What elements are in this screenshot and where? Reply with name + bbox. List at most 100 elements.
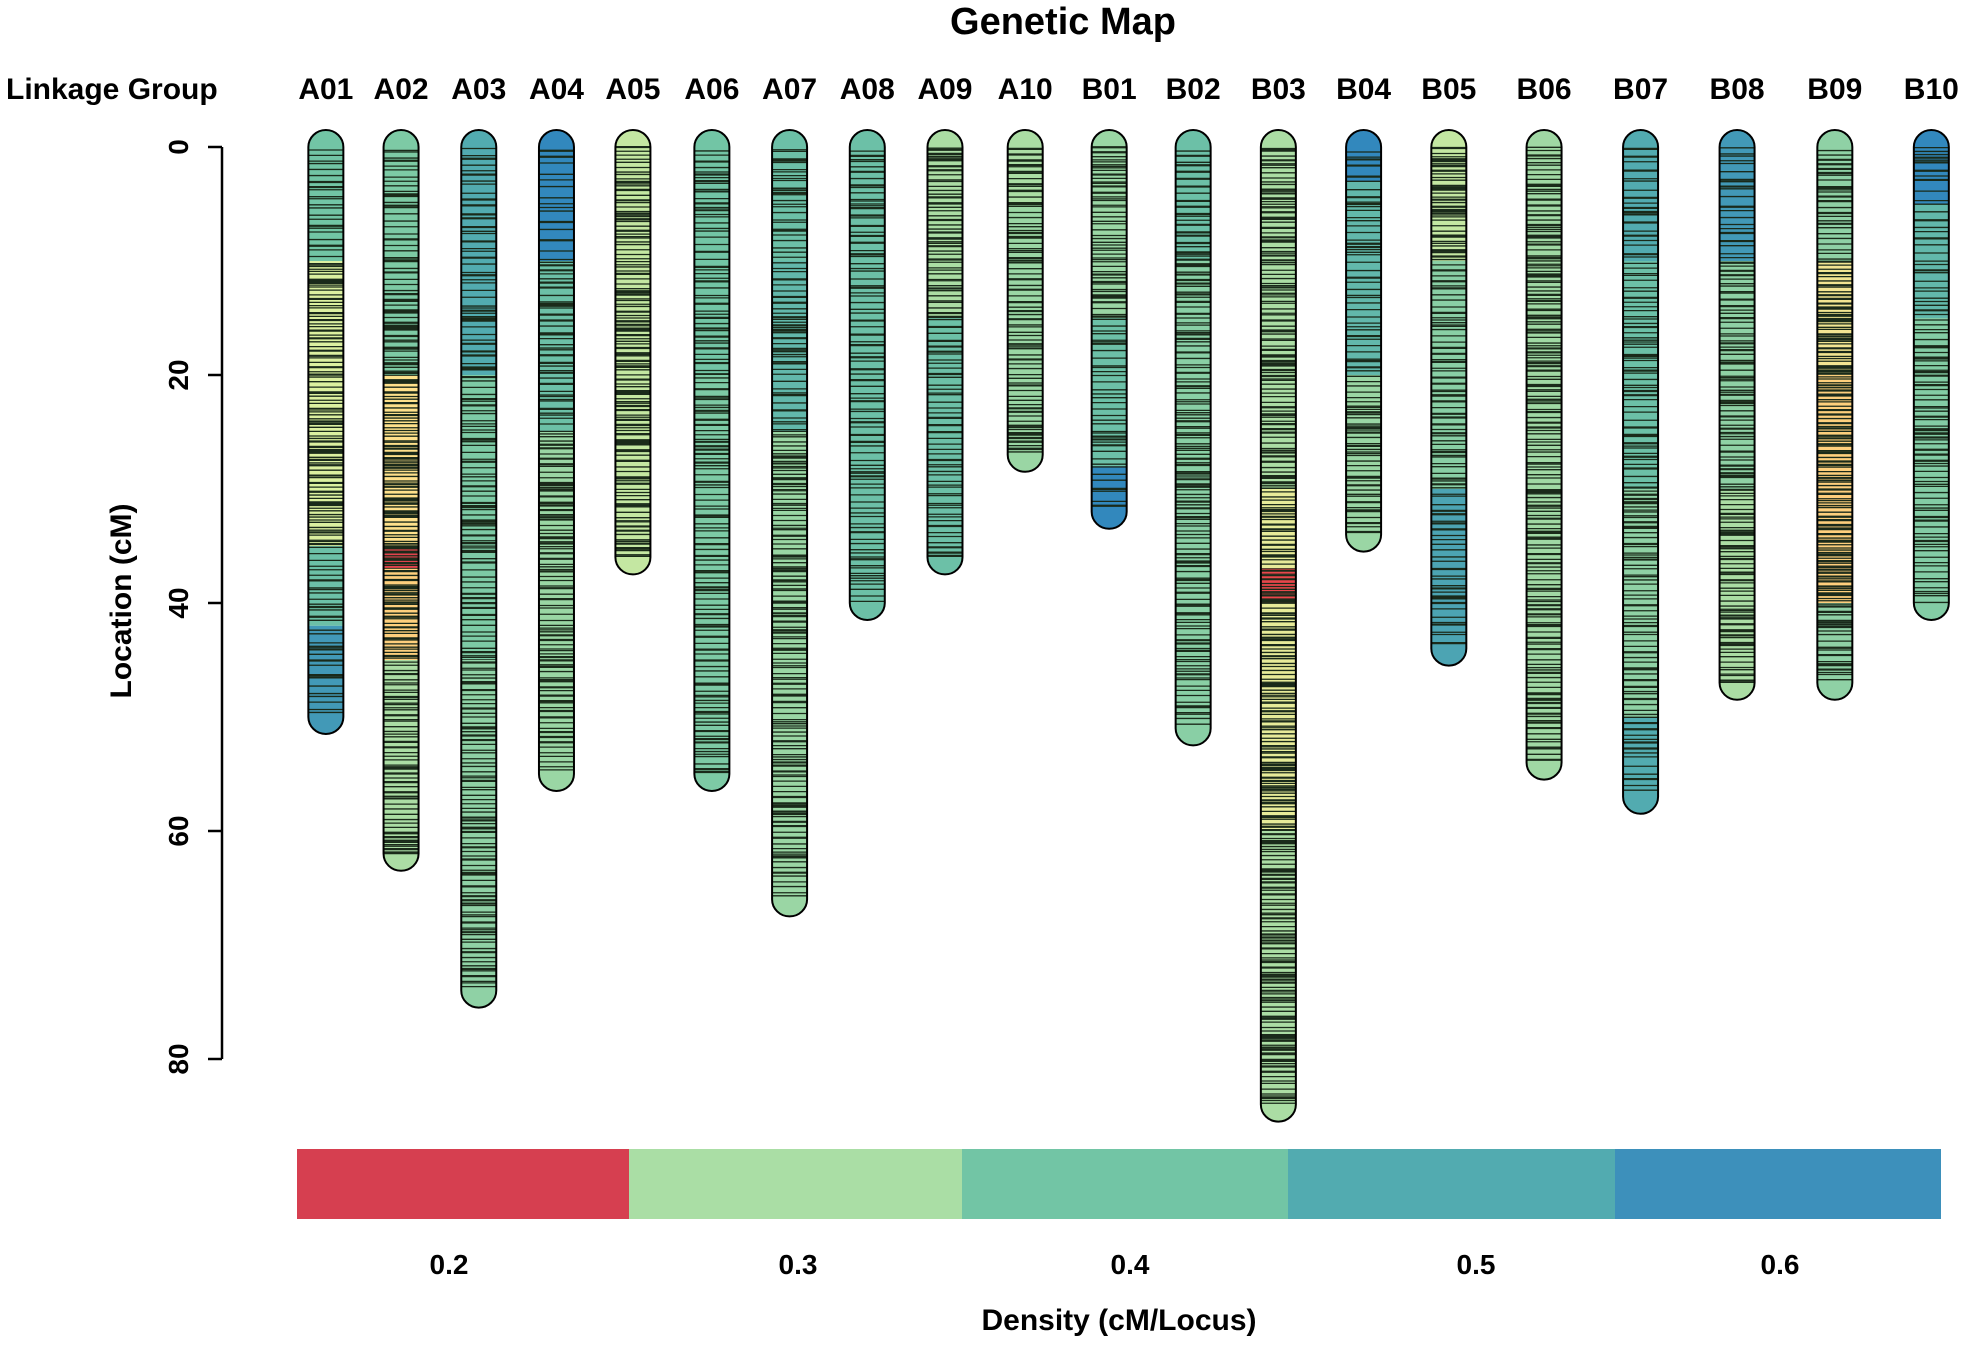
y-axis-label: Location (cM) [105,504,138,699]
group-label: B09 [1807,73,1862,106]
y-tick-label: 40 [163,587,194,618]
chart-title: Genetic Map [950,1,1176,43]
group-label: B02 [1166,73,1221,106]
density-band [849,130,885,620]
linkage-group-a09: A09 [917,73,973,576]
legend-swatch [297,1149,629,1219]
group-label: A07 [762,73,817,106]
chromosome-outline [1174,129,1212,747]
density-band [461,660,497,1008]
density-band [1913,318,1949,620]
chromosome-outline [307,129,345,735]
group-label: A05 [605,73,660,106]
group-label: A08 [840,73,895,106]
density-band [1719,130,1755,261]
chromosome-outline [614,129,652,576]
chromosome-outline [1345,129,1383,553]
group-label: A01 [298,73,353,106]
legend-swatch [629,1149,962,1219]
linkage-group-b05: B05 [1421,73,1476,667]
density-band [927,318,963,575]
density-band [1007,204,1043,472]
linkage-group-a10: A10 [998,73,1053,473]
density-band [1623,130,1659,261]
chromosome-outline [848,129,886,621]
group-label: B06 [1517,73,1572,106]
linkage-group-b09: B09 [1807,73,1862,701]
linkage-groups: A01 A02 A03 A04 A05 A06 A07 A08 A09 A10 B01 B02 B03 B… [298,73,1959,1123]
chromosome-outline [460,129,498,1009]
density-band [1623,717,1659,814]
linkage-group-a04: A04 [529,73,584,792]
chromosome-outline [382,129,420,872]
legend-title: Density (cM/Locus) [981,1304,1256,1337]
group-label: B10 [1904,73,1959,106]
density-band [1175,130,1211,261]
chromosome-outline [1090,129,1128,530]
legend-label: 0.5 [1457,1249,1496,1280]
legend-swatch [1615,1149,1941,1219]
group-label: B08 [1710,73,1765,106]
group-header: Linkage Group [6,73,218,106]
linkage-group-b01: B01 [1082,73,1137,530]
chromosome-outline [1912,129,1950,621]
density-band [308,625,344,734]
density-band [383,568,419,660]
group-label: B07 [1613,73,1668,106]
density-band [383,130,419,375]
chromosome-outline [1430,129,1468,667]
linkage-group-b10: B10 [1904,73,1959,621]
density-band [1623,261,1659,489]
chromosome-outline [1006,129,1044,473]
density-band [1091,466,1127,529]
density-band [538,261,574,432]
y-tick-label: 0 [163,139,194,155]
group-label: A09 [917,73,972,106]
legend-label: 0.6 [1761,1249,1800,1280]
group-label: A10 [998,73,1053,106]
density-band [1431,489,1467,666]
linkage-group-b07: B07 [1613,73,1668,815]
density-band [1719,261,1755,489]
linkage-group-a06: A06 [684,73,739,792]
group-label: A04 [529,73,584,106]
group-label: B01 [1082,73,1137,106]
linkage-group-a03: A03 [451,73,506,1009]
y-axis: 0 20 40 60 80 [163,139,224,1075]
linkage-group-b02: B02 [1166,73,1221,747]
y-tick-label: 60 [163,815,194,846]
chromosome-outline [693,129,731,792]
group-label: A06 [684,73,739,106]
density-band [1817,603,1853,700]
legend-swatch [962,1149,1288,1219]
legend-swatch [1288,1149,1615,1219]
density-band [1431,130,1467,261]
y-tick-label: 20 [163,359,194,390]
group-label: B05 [1421,73,1476,106]
linkage-group-b08: B08 [1710,73,1765,701]
linkage-group-b03: B03 [1251,73,1306,1123]
linkage-group-a02: A02 [374,73,429,872]
chromosome-outline [1816,129,1854,701]
chromosome-outline [1525,129,1563,781]
chromosome-outline [771,129,809,918]
density-legend: 0.2 0.3 0.4 0.5 0.6 [297,1149,1941,1280]
density-band [308,546,344,626]
legend-label: 0.4 [1111,1249,1150,1280]
legend-label: 0.2 [430,1249,469,1280]
linkage-group-a05: A05 [605,73,660,576]
density-band [1346,130,1382,182]
density-band [1719,489,1755,700]
group-label: B03 [1251,73,1306,106]
group-label: A02 [374,73,429,106]
linkage-group-b06: B06 [1517,73,1572,781]
chromosome-outline [926,129,964,576]
group-label: A03 [451,73,506,106]
density-band [461,375,497,660]
chromosome-outline [1622,129,1660,815]
y-tick-label: 80 [163,1043,194,1074]
density-band [538,130,574,261]
legend-label: 0.3 [779,1249,818,1280]
linkage-group-a01: A01 [298,73,353,735]
